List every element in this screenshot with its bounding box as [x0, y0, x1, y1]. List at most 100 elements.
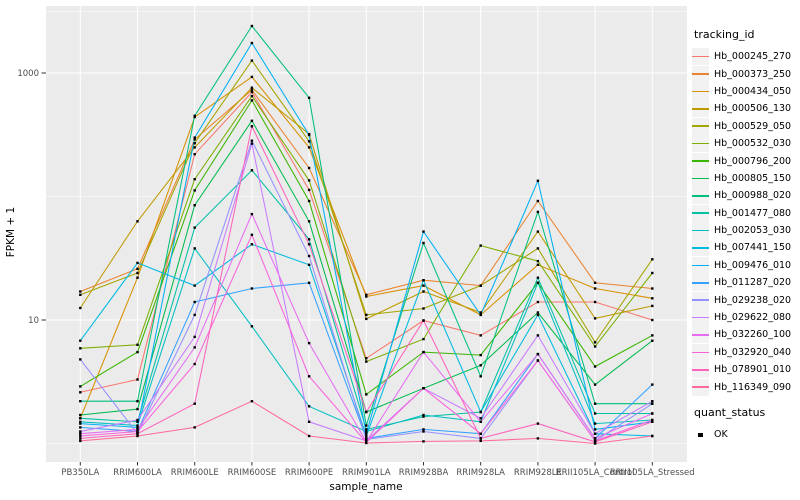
- legend-entry: Hb_029238_020: [692, 291, 800, 309]
- data-point: [136, 350, 139, 354]
- data-point: [193, 114, 196, 117]
- data-point: [193, 346, 196, 349]
- legend-entry: Hb_001477_080: [692, 204, 800, 222]
- legend-entry: Hb_000532_030: [692, 135, 800, 153]
- data-point: [79, 420, 82, 423]
- y-tick-label: 1000: [17, 69, 39, 79]
- data-point: [365, 428, 368, 431]
- legend-line-glyph: [692, 334, 709, 336]
- data-point: [422, 284, 425, 287]
- legend-color-swatch: [692, 48, 709, 66]
- y-tick-label: 10: [28, 316, 39, 326]
- data-point: [536, 313, 540, 317]
- x-tick-label: RRIM928LA: [456, 468, 505, 478]
- legend-line-glyph: [692, 316, 709, 319]
- data-point: [651, 339, 654, 342]
- x-tick-label: RRIM901LA: [342, 468, 391, 478]
- data-point: [136, 400, 139, 403]
- quant-legend-entry: OK: [692, 426, 800, 444]
- data-point: [250, 212, 254, 216]
- legend-color-swatch: [692, 100, 709, 118]
- legend-line-glyph: [692, 55, 709, 58]
- legend-entry-label: Hb_011287_020: [714, 277, 792, 289]
- data-point: [536, 300, 540, 304]
- data-point: [136, 220, 139, 223]
- legend-line-glyph: [692, 160, 709, 162]
- legend-color-swatch: [692, 152, 709, 170]
- data-point: [307, 179, 311, 182]
- data-point: [79, 290, 82, 293]
- data-point: [651, 400, 654, 403]
- data-point: [79, 339, 82, 342]
- data-point: [307, 220, 311, 223]
- data-point: [365, 410, 368, 414]
- data-point: [536, 281, 540, 284]
- data-point: [651, 258, 654, 261]
- data-point: [479, 439, 482, 443]
- legend-entry: Hb_078901_010: [692, 361, 800, 379]
- data-point: [479, 284, 482, 287]
- legend-entry-label: Hb_000805_150: [714, 172, 792, 184]
- legend-line-glyph: [692, 386, 709, 388]
- legend-entry-label: Hb_032260_100: [714, 329, 792, 341]
- data-point: [193, 313, 196, 317]
- data-point: [593, 281, 597, 284]
- data-point: [250, 86, 254, 89]
- data-point: [193, 146, 196, 149]
- data-point: [79, 430, 82, 433]
- x-tick-label: RRIM600PE: [285, 468, 333, 478]
- data-point: [651, 271, 654, 275]
- legend-color-swatch: [692, 343, 709, 361]
- data-point: [479, 375, 482, 378]
- legend-line-glyph: [692, 299, 709, 301]
- legend-color-swatch: [692, 256, 709, 274]
- data-point: [479, 313, 482, 317]
- data-point: [79, 413, 82, 417]
- data-point: [593, 317, 597, 320]
- legend-entry: Hb_032920_040: [692, 343, 800, 361]
- data-point: [651, 412, 654, 415]
- data-point: [307, 199, 311, 203]
- data-point: [536, 311, 540, 314]
- data-point: [536, 179, 540, 182]
- legend-color-swatch: [692, 187, 709, 205]
- data-point: [193, 335, 196, 339]
- data-point: [307, 254, 311, 258]
- data-point: [79, 417, 82, 420]
- data-point: [365, 313, 368, 317]
- data-point: [79, 437, 82, 440]
- legend-color-swatch: [692, 326, 709, 344]
- data-point: [593, 365, 597, 368]
- data-point: [307, 243, 311, 246]
- legend-entry-label: Hb_000796_200: [714, 155, 792, 167]
- legend-entry-label: Hb_116349_090: [714, 381, 792, 393]
- data-point: [365, 441, 368, 445]
- data-point: [422, 279, 425, 282]
- legend-line-glyph: [692, 264, 709, 267]
- legend-entry-label: Hb_000434_050: [714, 85, 792, 97]
- data-point: [79, 439, 82, 443]
- data-point: [193, 153, 196, 156]
- legend-entry-label: Hb_001477_080: [714, 207, 792, 219]
- legend-line-glyph: [692, 73, 709, 75]
- data-point: [365, 357, 368, 360]
- legend-entries: Hb_000245_270 Hb_000373_250 Hb_000434_050 H…: [692, 48, 800, 396]
- legend-entry: Hb_002053_030: [692, 222, 800, 240]
- data-point: [193, 247, 196, 250]
- data-point: [79, 306, 82, 310]
- data-point: [479, 334, 482, 337]
- x-tick-label: RRIM600LE: [171, 468, 219, 478]
- data-point: [250, 88, 254, 92]
- legend-color-swatch: [692, 82, 709, 100]
- data-point: [593, 442, 597, 445]
- data-point: [307, 263, 311, 266]
- data-point: [536, 437, 540, 440]
- data-point: [593, 422, 597, 425]
- legend-line-glyph: [692, 351, 709, 354]
- legend-entry-label: Hb_000245_270: [714, 51, 792, 63]
- data-point: [651, 402, 654, 405]
- legend-title: tracking_id: [694, 28, 755, 41]
- data-point: [422, 440, 425, 443]
